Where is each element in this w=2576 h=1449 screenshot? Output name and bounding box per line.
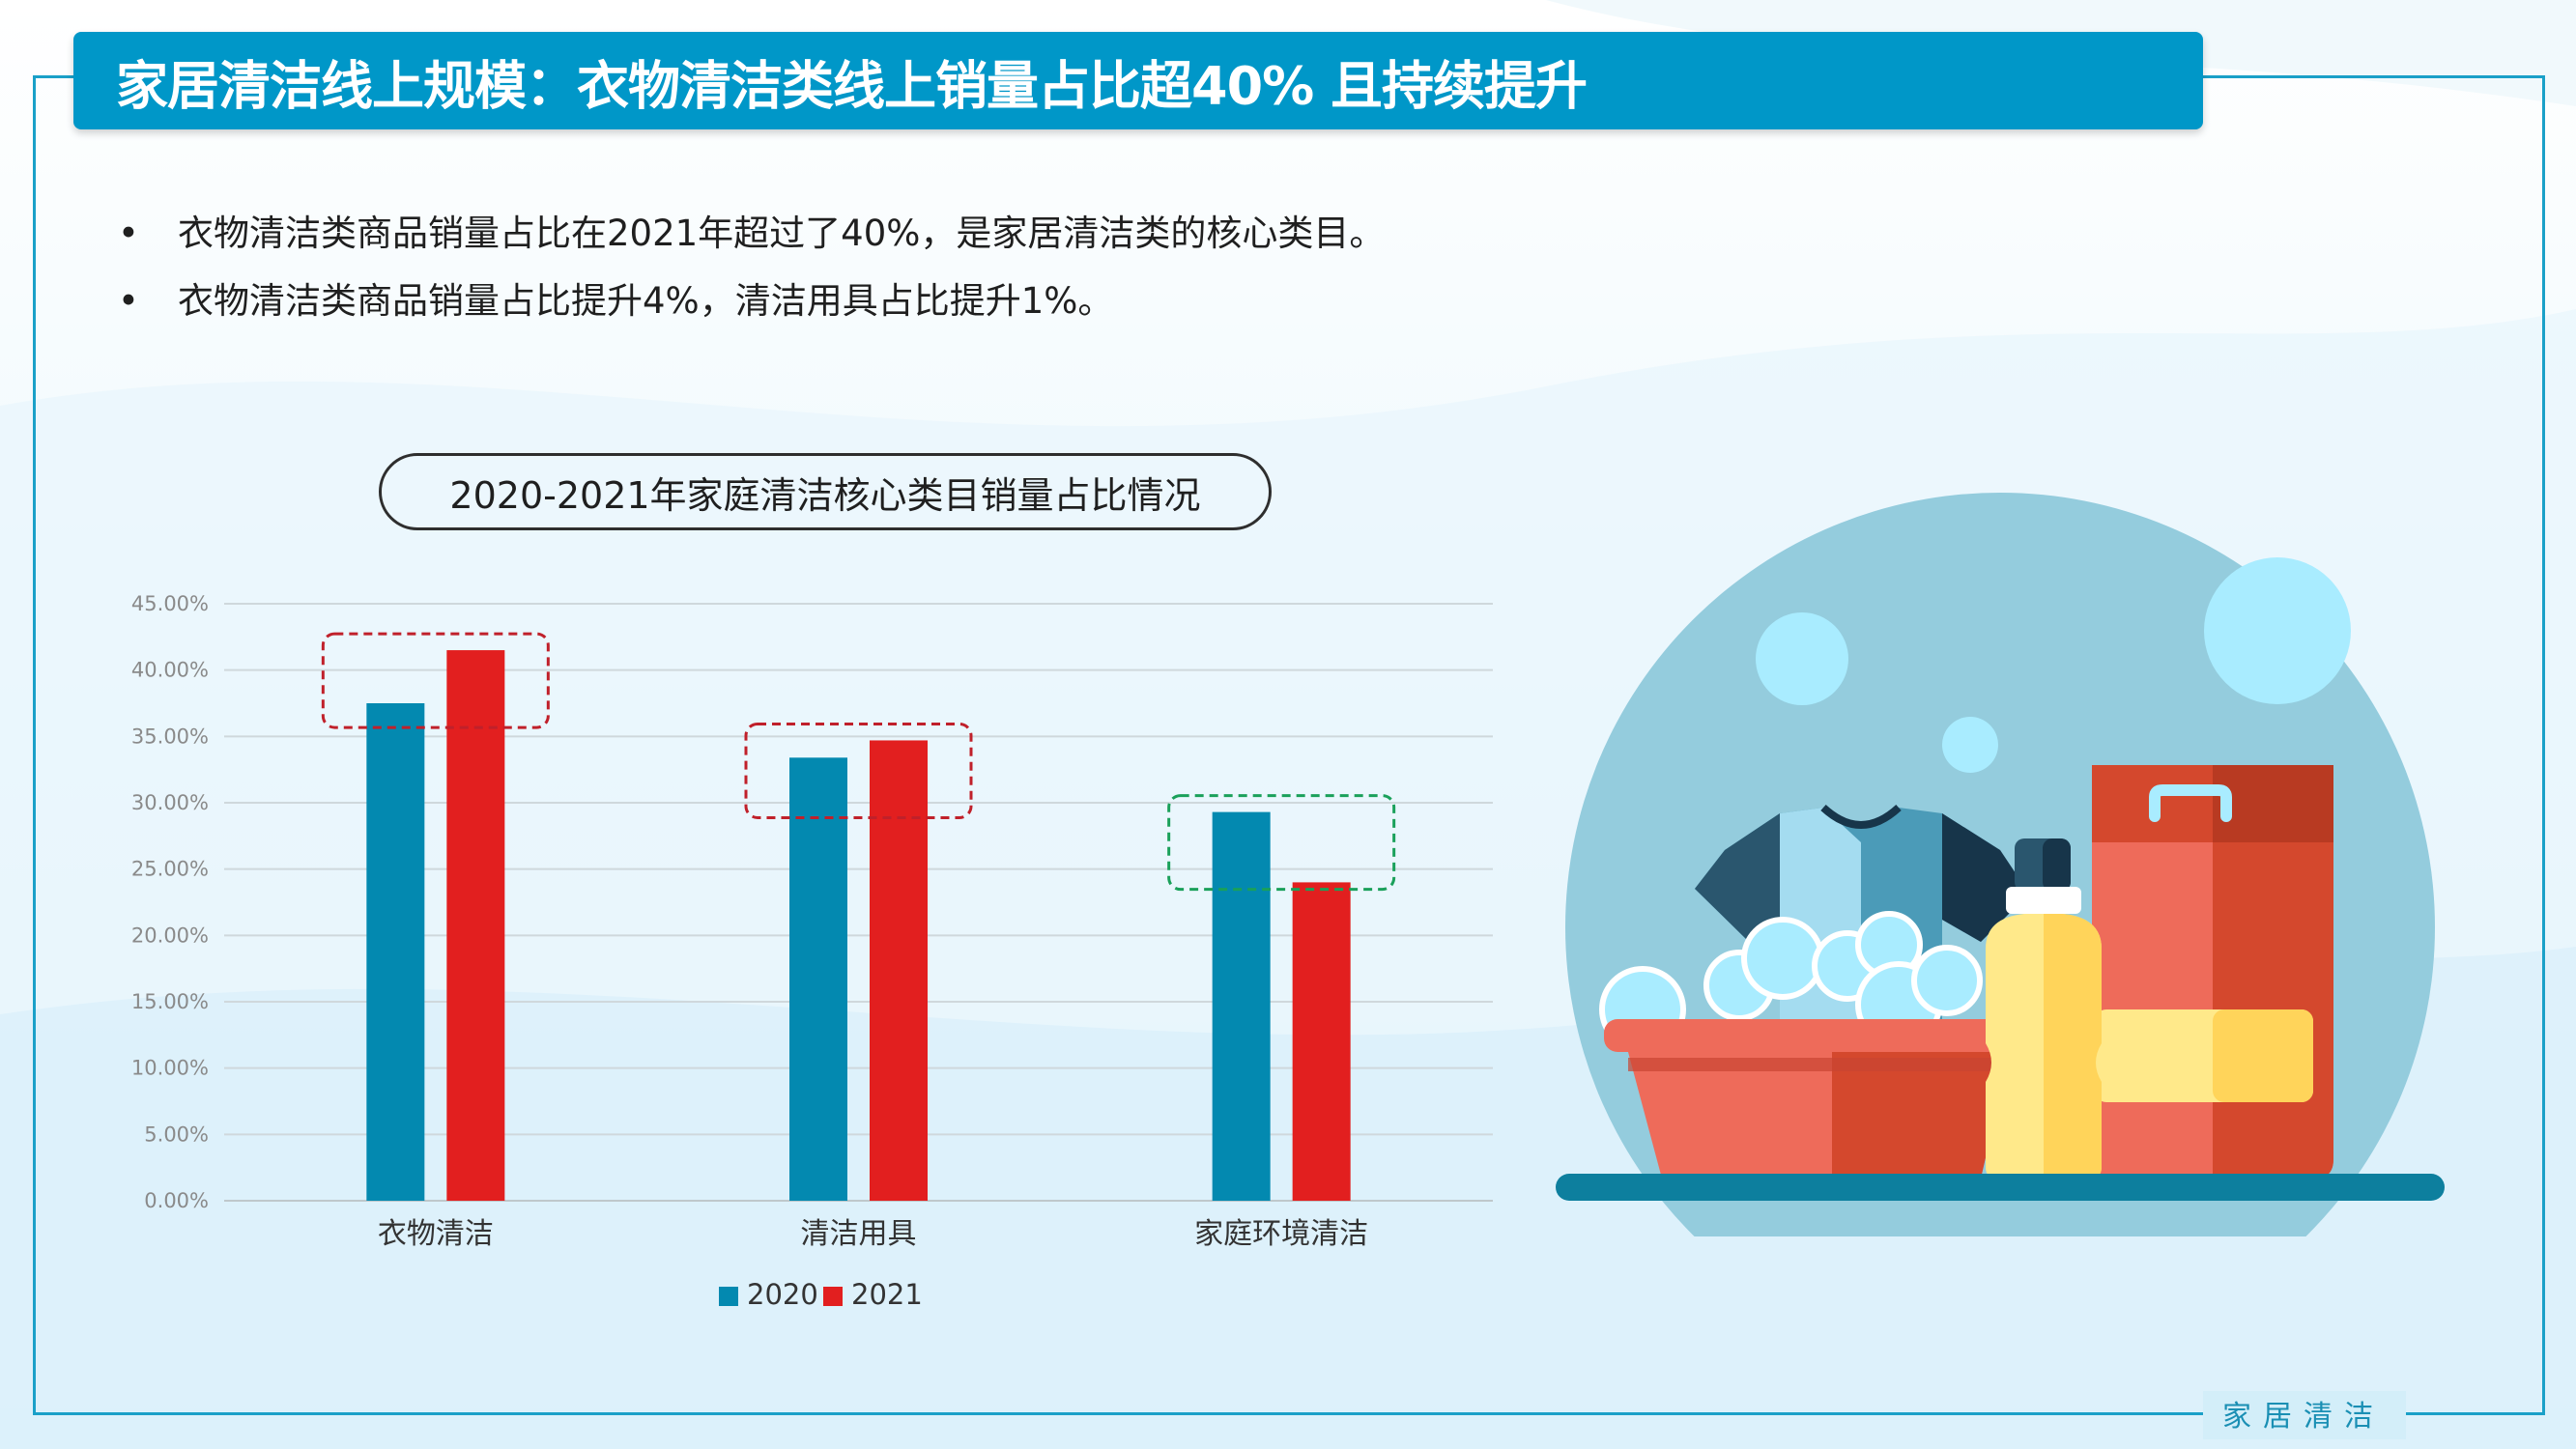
bar-2021: [446, 650, 505, 1201]
chart-title: 2020-2021年家庭清洁核心类目销量占比情况: [449, 473, 1201, 517]
legend-swatch-2020: [719, 1287, 738, 1306]
y-tick-label: 30.00%: [131, 791, 209, 814]
bullet-text: 衣物清洁类商品销量占比在2021年超过了40%，是家居清洁类的核心类目。: [178, 213, 1386, 254]
bullet-dot-icon: •: [118, 280, 139, 322]
y-tick-label: 40.00%: [131, 659, 209, 682]
legend-label: 2021: [851, 1278, 923, 1311]
y-tick-label: 25.00%: [131, 858, 209, 881]
bullet-dot-icon: •: [118, 213, 139, 254]
legend-label: 2020: [747, 1278, 818, 1311]
chart-title-pill: 2020-2021年家庭清洁核心类目销量占比情况: [379, 453, 1272, 530]
laundry-basin-icon: [1604, 1019, 2029, 1179]
bar-2020: [1212, 811, 1271, 1201]
detergent-bag-icon: [2092, 765, 2333, 1179]
shelf-icon: [1556, 1174, 2445, 1201]
bullet-item: • 衣物清洁类商品销量占比提升4%，清洁用具占比提升1%。: [114, 268, 1385, 335]
y-tick-label: 45.00%: [131, 592, 209, 615]
bullet-list: • 衣物清洁类商品销量占比在2021年超过了40%，是家居清洁类的核心类目。 •…: [114, 200, 1385, 335]
x-category-label: 清洁用具: [801, 1217, 917, 1251]
bar-2021: [870, 740, 928, 1201]
page-title: 家居清洁线上规模：衣物清洁类线上销量占比超40% 且持续提升: [116, 55, 1588, 116]
x-category-label: 衣物清洁: [378, 1217, 494, 1251]
foam-bubbles-icon: [1599, 911, 1983, 1053]
highlight-box: [1167, 794, 1396, 892]
y-tick-label: 5.00%: [144, 1122, 209, 1146]
bar-2020: [789, 757, 847, 1201]
highlight-box: [744, 722, 973, 819]
bar-2021: [1292, 882, 1351, 1201]
bullet-text: 衣物清洁类商品销量占比提升4%，清洁用具占比提升1%。: [178, 280, 1114, 322]
y-tick-label: 15.00%: [131, 990, 209, 1013]
cleaning-illustration: [1556, 493, 2445, 1236]
detergent-bottle-icon: [1986, 838, 2102, 1179]
x-category-label: 家庭环境清洁: [1194, 1217, 1368, 1251]
soap-bubbles-icon: [1756, 557, 2351, 773]
y-tick-label: 10.00%: [131, 1057, 209, 1080]
y-tick-label: 35.00%: [131, 724, 209, 748]
highlight-box: [321, 632, 550, 729]
bullet-item: • 衣物清洁类商品销量占比在2021年超过了40%，是家居清洁类的核心类目。: [114, 200, 1385, 268]
y-tick-label: 20.00%: [131, 923, 209, 947]
legend-swatch-2021: [823, 1287, 843, 1306]
bar-2020: [366, 703, 425, 1201]
y-tick-label: 0.00%: [144, 1189, 209, 1212]
title-bar: 家居清洁线上规模：衣物清洁类线上销量占比超40% 且持续提升: [73, 32, 2203, 129]
frame-tag-background: [2203, 1391, 2406, 1439]
footer-tag: 家居清洁: [2222, 1400, 2385, 1434]
